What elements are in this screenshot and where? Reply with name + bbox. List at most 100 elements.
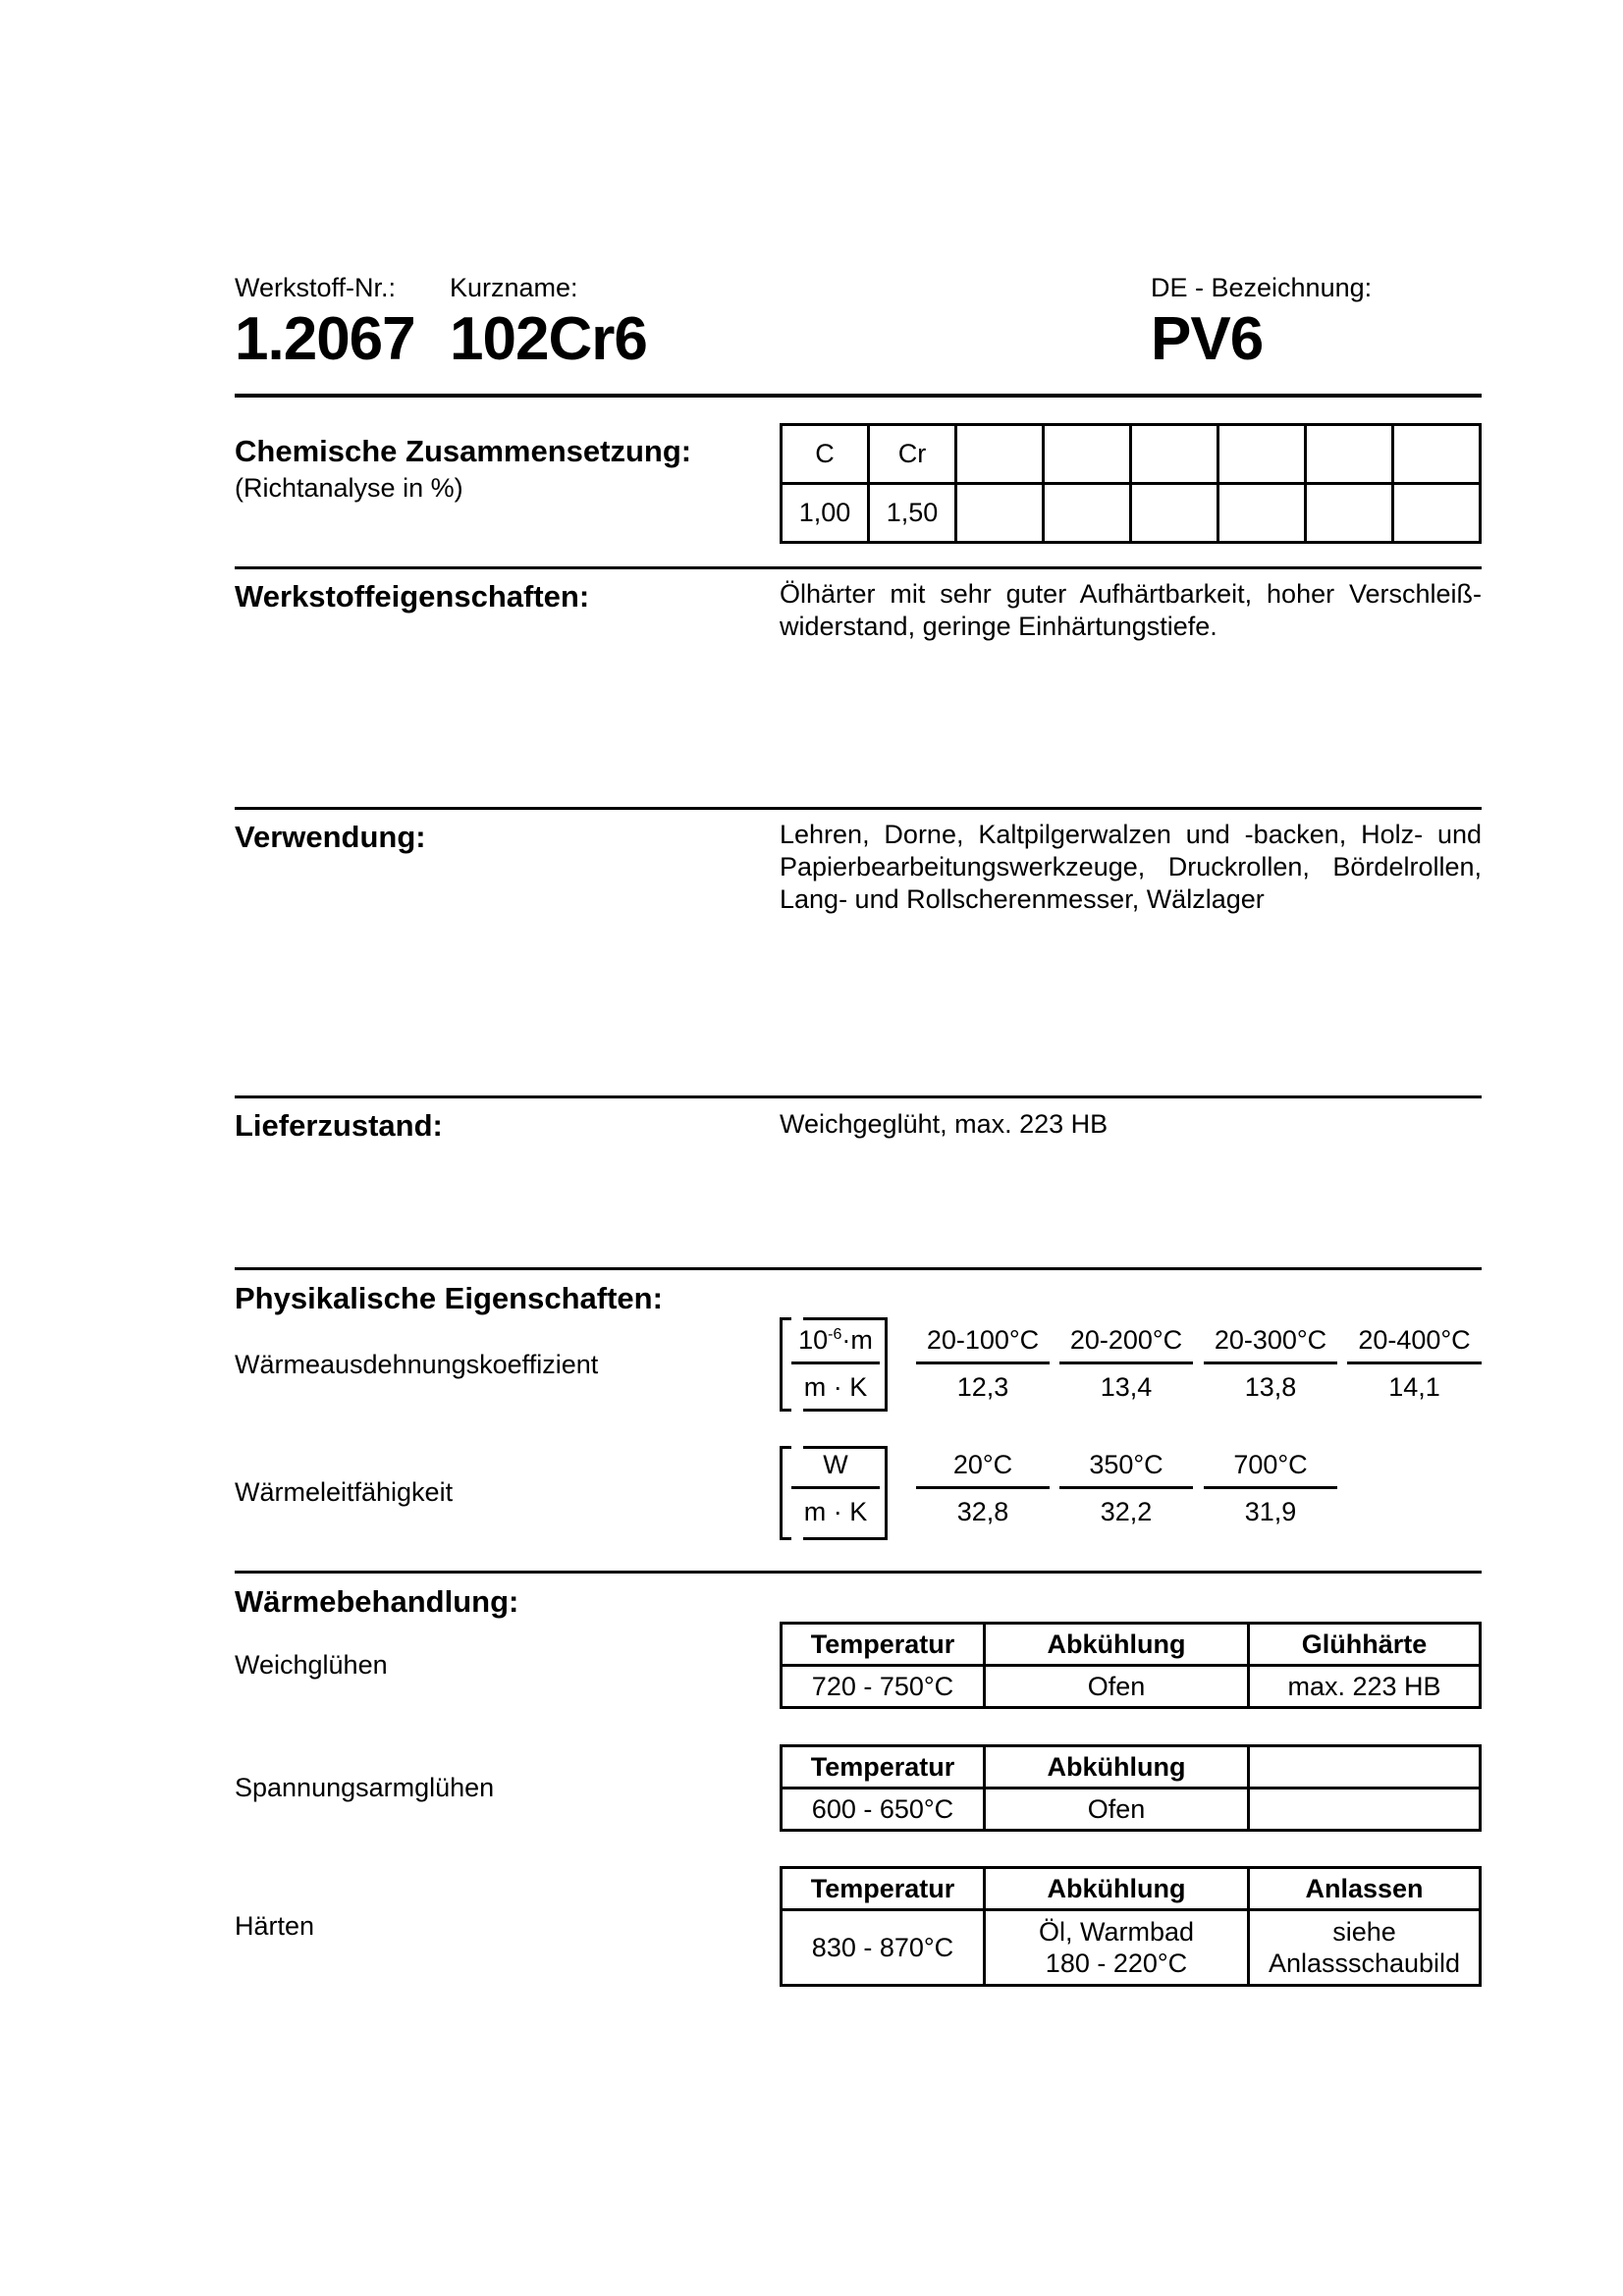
value-line: 180 - 220°C xyxy=(1045,1949,1188,1978)
temp-value: 32,2 xyxy=(1100,1497,1153,1526)
temp-value: 31,9 xyxy=(1244,1497,1297,1526)
value-cell xyxy=(1247,1787,1482,1832)
value-line: siehe xyxy=(1332,1917,1396,1947)
element-cell xyxy=(954,423,1045,485)
unit-bracket xyxy=(780,1317,888,1412)
value-cell: 1,50 xyxy=(867,482,957,544)
value-line: Anlassschaubild xyxy=(1268,1949,1461,1978)
value-cell: Öl, Warmbad 180 - 220°C xyxy=(983,1908,1250,1987)
temp-label: 350°C xyxy=(1059,1450,1193,1489)
temp-label: 700°C xyxy=(1204,1450,1337,1489)
value-cell: 1,00 xyxy=(780,482,870,544)
range-value: 13,4 xyxy=(1100,1372,1153,1402)
ausdehnung-label: Wärmeausdehnungskoeffizient xyxy=(235,1350,599,1379)
chemie-table: C Cr 1,00 1,50 xyxy=(780,423,1482,544)
table-row: 720 - 750°C Ofen max. 223 HB xyxy=(780,1664,1482,1709)
element-cell: Cr xyxy=(867,423,957,485)
spannungsarm-label: Spannungsarmglühen xyxy=(235,1773,495,1802)
value-cell: siehe Anlassschaubild xyxy=(1247,1908,1482,1987)
leitfaehigkeit-col: 350°C 32,2 xyxy=(1059,1450,1193,1527)
verwendung-text: Lehren, Dorne, Kaltpilgerwalzen und -bac… xyxy=(780,820,1482,914)
value-cell: Ofen xyxy=(983,1664,1250,1709)
element-cell xyxy=(1304,423,1394,485)
element-cell xyxy=(1129,423,1219,485)
ausdehnung-col: 20-300°C 13,8 xyxy=(1204,1325,1337,1403)
werkstoff-label: Werkstoff-Nr.: xyxy=(235,273,397,302)
range-label: 20-100°C xyxy=(916,1325,1050,1364)
leitfaehigkeit-unit: W m · K xyxy=(791,1450,880,1527)
divider xyxy=(235,1267,1482,1270)
value-cell xyxy=(1391,482,1482,544)
eigenschaften-title: Werkstoffeigenschaften: xyxy=(235,579,590,614)
element-cell xyxy=(1217,423,1307,485)
haerten-table: Temperatur Abkühlung Anlassen 830 - 870°C Ö… xyxy=(780,1866,1482,1987)
table-row: 830 - 870°C Öl, Warmbad 180 - 220°C siehe An… xyxy=(780,1908,1482,1987)
table-row: 600 - 650°C Ofen xyxy=(780,1787,1482,1832)
header-cell: Glühhärte xyxy=(1247,1622,1482,1667)
value-cell: 720 - 750°C xyxy=(780,1664,986,1709)
haerten-label: Härten xyxy=(235,1911,315,1941)
range-label: 20-400°C xyxy=(1347,1325,1482,1364)
unit-denominator: m · K xyxy=(803,1372,868,1402)
value-cell xyxy=(1129,482,1219,544)
header-cell: Abkühlung xyxy=(983,1744,1250,1789)
weichgluehen-table: Temperatur Abkühlung Glühhärte 720 - 750°C… xyxy=(780,1622,1482,1709)
value-cell xyxy=(1304,482,1394,544)
element-cell xyxy=(1042,423,1132,485)
leitfaehigkeit-col: 20°C 32,8 xyxy=(916,1450,1050,1527)
leitfaehigkeit-col: 700°C 31,9 xyxy=(1204,1450,1337,1527)
header-cell: Anlassen xyxy=(1247,1866,1482,1911)
werkstoff-number: 1.2067 xyxy=(235,305,416,373)
value-cell xyxy=(1217,482,1307,544)
unit-bracket xyxy=(780,1446,888,1540)
spannungsarm-table: Temperatur Abkühlung 600 - 650°C Ofen xyxy=(780,1744,1482,1832)
header-cell: Temperatur xyxy=(780,1744,986,1789)
lieferzustand-title: Lieferzustand: xyxy=(235,1108,443,1143)
unit-tail: ·m xyxy=(841,1325,873,1355)
chemie-subtitle: (Richtanalyse in %) xyxy=(235,473,463,503)
ausdehnung-col: 20-100°C 12,3 xyxy=(916,1325,1050,1403)
divider xyxy=(235,394,1482,398)
value-cell: Ofen xyxy=(983,1787,1250,1832)
table-row: C Cr xyxy=(780,423,1482,485)
verwendung-title: Verwendung: xyxy=(235,820,426,854)
value-line: Öl, Warmbad xyxy=(1038,1917,1195,1947)
waermebehandlung-title: Wärmebehandlung: xyxy=(235,1584,519,1619)
unit-denominator: m · K xyxy=(803,1497,868,1526)
temp-value: 32,8 xyxy=(956,1497,1009,1526)
table-row: Temperatur Abkühlung xyxy=(780,1744,1482,1789)
value-cell xyxy=(954,482,1045,544)
value-cell: max. 223 HB xyxy=(1247,1664,1482,1709)
kurzname-label: Kurzname: xyxy=(450,273,578,302)
range-value: 12,3 xyxy=(956,1372,1009,1402)
unit-exponent: -6 xyxy=(828,1326,842,1343)
kurzname-value: 102Cr6 xyxy=(450,305,648,373)
divider xyxy=(235,1571,1482,1574)
weichgluehen-label: Weichglühen xyxy=(235,1650,388,1680)
leitfaehigkeit-label: Wärmeleitfähigkeit xyxy=(235,1477,454,1507)
table-row: Temperatur Abkühlung Glühhärte xyxy=(780,1622,1482,1667)
value-cell: 600 - 650°C xyxy=(780,1787,986,1832)
range-value: 13,8 xyxy=(1244,1372,1297,1402)
header-cell: Abkühlung xyxy=(983,1866,1250,1911)
de-label: DE - Bezeichnung: xyxy=(1151,273,1373,302)
value-cell: 830 - 870°C xyxy=(780,1908,986,1987)
divider xyxy=(235,566,1482,569)
chemie-title: Chemische Zusammensetzung: xyxy=(235,434,692,468)
value-cell xyxy=(1042,482,1132,544)
table-row: 1,00 1,50 xyxy=(780,482,1482,544)
header-cell: Abkühlung xyxy=(983,1622,1250,1667)
range-label: 20-200°C xyxy=(1059,1325,1193,1364)
header-cell xyxy=(1247,1744,1482,1789)
eigenschaften-text: Ölhärter mit sehr guter Aufhärtbarkeit, … xyxy=(780,579,1482,641)
unit-base: 10 xyxy=(798,1325,829,1355)
header-cell: Temperatur xyxy=(780,1622,986,1667)
range-value: 14,1 xyxy=(1388,1372,1440,1402)
unit-numerator: W xyxy=(791,1450,880,1489)
ausdehnung-col: 20-200°C 13,4 xyxy=(1059,1325,1193,1403)
lieferzustand-text: Weichgeglüht, max. 223 HB xyxy=(780,1109,1109,1139)
divider xyxy=(235,1095,1482,1098)
divider xyxy=(235,807,1482,810)
header-cell: Temperatur xyxy=(780,1866,986,1911)
physik-title: Physikalische Eigenschaften: xyxy=(235,1281,663,1315)
